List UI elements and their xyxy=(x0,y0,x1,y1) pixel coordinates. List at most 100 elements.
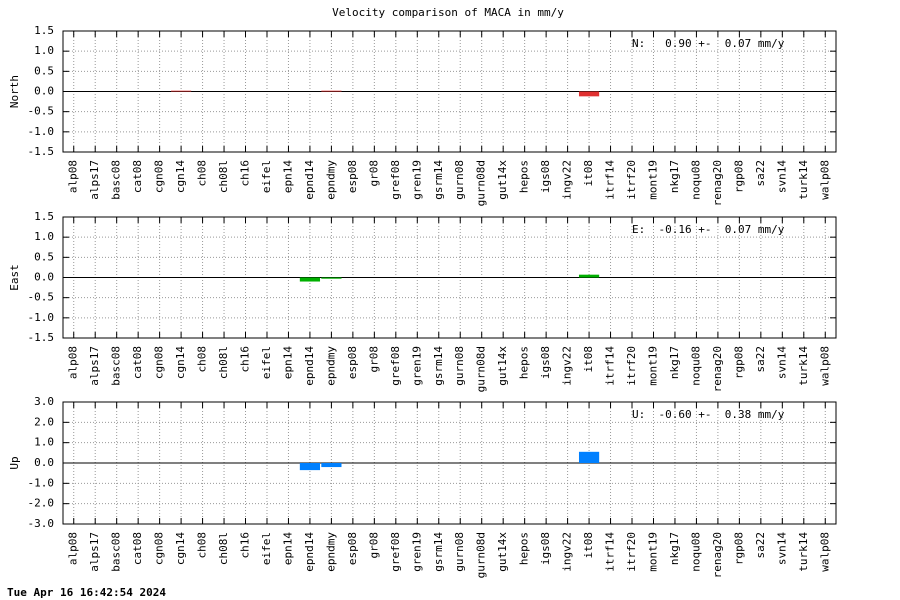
x-tick-label: epn14 xyxy=(281,532,294,565)
x-tick-label: rgp08 xyxy=(732,346,745,379)
x-tick-label: gr08 xyxy=(367,346,380,373)
bar xyxy=(578,274,600,278)
x-tick-label: gurn08 xyxy=(453,532,466,572)
x-tick-label: nkg17 xyxy=(668,160,681,193)
plot-frame xyxy=(62,216,837,339)
y-tick-label: -2.0 xyxy=(28,497,55,510)
x-tick-label: noqu08 xyxy=(689,532,702,572)
y-tick-label: 1.5 xyxy=(34,24,54,37)
annotation: N: 0.90 +- 0.07 mm/y xyxy=(632,37,785,50)
x-tick-label: noqu08 xyxy=(689,160,702,200)
y-tick-label: 0.5 xyxy=(34,64,54,77)
x-tick-label: ingv22 xyxy=(561,346,574,386)
x-tick-label: itrf20 xyxy=(625,532,638,572)
x-tick-label: ch16 xyxy=(239,346,252,373)
x-tick-label: gurn08d xyxy=(475,160,488,206)
x-tick-label: sa22 xyxy=(754,532,767,559)
x-tick-label: walp08 xyxy=(818,160,831,200)
x-tick-label: gsrm14 xyxy=(432,346,445,386)
x-tick-label: mont19 xyxy=(646,346,659,386)
x-tick-label: svn14 xyxy=(775,160,788,193)
plot-frame xyxy=(62,30,837,153)
x-tick-label: esp08 xyxy=(346,532,359,565)
x-tick-label: epnd14 xyxy=(303,346,316,386)
y-tick-label: -1.0 xyxy=(28,125,55,138)
y-tick-label: 0.0 xyxy=(34,271,54,284)
x-tick-label: esp08 xyxy=(346,346,359,379)
x-tick-label: eifel xyxy=(260,160,273,193)
x-tick-label: cat08 xyxy=(131,346,144,379)
x-tick-label: epn14 xyxy=(281,160,294,193)
x-tick-label: sa22 xyxy=(754,160,767,187)
x-tick-label: cgn08 xyxy=(153,346,166,379)
bar xyxy=(299,463,321,471)
x-tick-label: alp08 xyxy=(67,160,80,193)
x-tick-label: ch08 xyxy=(196,346,209,373)
y-tick-label: 3.0 xyxy=(34,395,54,408)
bar xyxy=(321,90,342,92)
bar xyxy=(578,91,600,97)
x-tick-label: igs08 xyxy=(539,160,552,193)
x-tick-label: itrf20 xyxy=(625,346,638,386)
x-tick-label: mont19 xyxy=(646,160,659,200)
bar xyxy=(171,90,192,92)
x-tick-label: gut14x xyxy=(496,346,509,386)
x-tick-label: hepos xyxy=(518,346,531,379)
y-tick-label: 0.0 xyxy=(34,456,54,469)
x-tick-label: renag20 xyxy=(711,160,724,206)
x-tick-label: epnd14 xyxy=(303,532,316,572)
x-tick-label: it08 xyxy=(582,160,595,187)
y-tick-label: 1.0 xyxy=(34,230,54,243)
x-tick-label: nkg17 xyxy=(668,346,681,379)
x-tick-label: gut14x xyxy=(496,160,509,200)
x-tick-label: ch08l xyxy=(217,532,230,565)
x-tick-label: nkg17 xyxy=(668,532,681,565)
x-tick-label: renag20 xyxy=(711,346,724,392)
y-tick-label: -3.0 xyxy=(28,517,55,530)
x-tick-label: ch08 xyxy=(196,160,209,187)
x-tick-label: it08 xyxy=(582,346,595,373)
bar xyxy=(321,463,342,468)
x-tick-label: igs08 xyxy=(539,532,552,565)
x-tick-label: rgp08 xyxy=(732,160,745,193)
y-tick-label: -0.5 xyxy=(28,105,55,118)
y-tick-label: -1.5 xyxy=(28,331,55,344)
y-tick-label: 1.0 xyxy=(34,436,54,449)
y-tick-label: -0.5 xyxy=(28,291,55,304)
x-tick-label: svn14 xyxy=(775,346,788,379)
x-tick-label: ch08l xyxy=(217,346,230,379)
x-tick-label: esp08 xyxy=(346,160,359,193)
y-tick-label: -1.5 xyxy=(28,145,55,158)
x-tick-label: basc08 xyxy=(110,346,123,386)
x-tick-label: alps17 xyxy=(88,160,101,200)
x-tick-label: itrf14 xyxy=(604,346,617,386)
x-tick-label: gurn08d xyxy=(475,532,488,578)
x-tick-label: hepos xyxy=(518,532,531,565)
x-tick-label: ch16 xyxy=(239,532,252,559)
chart-title: Velocity comparison of MACA in mm/y xyxy=(332,6,564,19)
x-tick-label: cat08 xyxy=(131,532,144,565)
x-tick-label: gut14x xyxy=(496,532,509,572)
x-tick-label: ch08l xyxy=(217,160,230,193)
x-tick-label: mont19 xyxy=(646,532,659,572)
x-tick-label: itrf14 xyxy=(604,532,617,572)
x-tick-label: igs08 xyxy=(539,346,552,379)
x-tick-label: cgn14 xyxy=(174,346,187,379)
x-tick-label: it08 xyxy=(582,532,595,559)
y-tick-label: 0.0 xyxy=(34,85,54,98)
x-tick-label: gren19 xyxy=(410,532,423,572)
x-tick-label: ingv22 xyxy=(561,160,574,200)
x-tick-label: gurn08d xyxy=(475,346,488,392)
x-tick-label: epndmy xyxy=(324,160,337,200)
x-tick-label: renag20 xyxy=(711,532,724,578)
x-tick-label: rgp08 xyxy=(732,532,745,565)
x-tick-label: cgn14 xyxy=(174,532,187,565)
plot-frame xyxy=(62,401,837,525)
x-tick-label: walp08 xyxy=(818,532,831,572)
x-tick-label: gr08 xyxy=(367,532,380,559)
x-tick-label: svn14 xyxy=(775,532,788,565)
x-tick-label: ingv22 xyxy=(561,532,574,572)
x-tick-label: epn14 xyxy=(281,346,294,379)
y-tick-label: 2.0 xyxy=(34,415,54,428)
x-tick-label: epnd14 xyxy=(303,160,316,200)
